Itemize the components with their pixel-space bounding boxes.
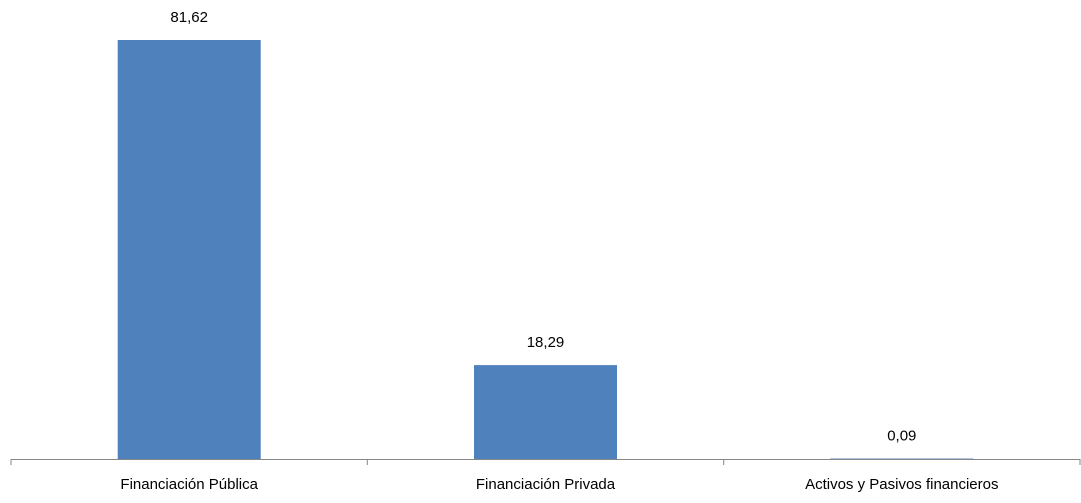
bar-2 xyxy=(474,365,617,459)
x-axis: Financiación Pública Financiación Privada… xyxy=(11,459,1080,493)
data-label-3: 0,09 xyxy=(887,428,916,445)
category-label-2: Financiación Privada xyxy=(476,476,616,493)
category-label-1: Financiación Pública xyxy=(120,476,258,493)
data-label-1: 81,62 xyxy=(170,9,208,26)
category-label-3: Activos y Pasivos financieros xyxy=(805,476,998,493)
data-label-2: 18,29 xyxy=(527,334,565,351)
bars-layer xyxy=(118,40,974,459)
bar-1 xyxy=(118,40,261,459)
